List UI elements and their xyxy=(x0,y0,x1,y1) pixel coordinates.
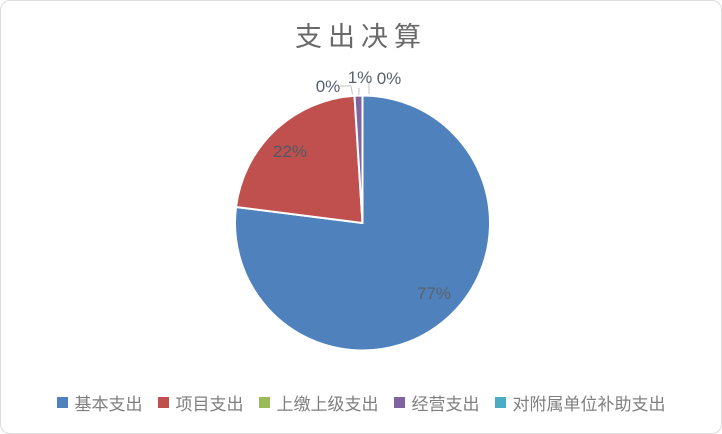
legend-item-basic[interactable]: 基本支出 xyxy=(56,390,143,415)
leader-line-upper xyxy=(340,85,353,95)
legend-item-affiliated[interactable]: 对附属单位补助支出 xyxy=(494,390,666,415)
chart-legend: 基本支出 项目支出 上缴上级支出 经营支出 对附属单位补助支出 xyxy=(1,390,721,415)
pie-slice-3[interactable] xyxy=(353,94,364,224)
pie-slice-0[interactable] xyxy=(234,94,491,352)
pie-label-upper: 0% xyxy=(315,77,341,96)
legend-label-affiliated: 对附属单位补助支出 xyxy=(512,395,666,414)
legend-label-operating: 经营支出 xyxy=(411,395,480,414)
legend-swatch-operating xyxy=(393,397,405,408)
pie-slice-1[interactable] xyxy=(235,94,364,224)
pie-label-basic: 77% xyxy=(416,284,452,303)
legend-item-upper[interactable]: 上缴上级支出 xyxy=(258,390,379,415)
legend-label-upper: 上缴上级支出 xyxy=(276,395,379,414)
pie-label-affiliated: 0% xyxy=(376,69,402,88)
legend-item-operating[interactable]: 经营支出 xyxy=(393,390,480,415)
legend-swatch-basic xyxy=(56,397,68,408)
legend-label-basic: 基本支出 xyxy=(74,395,143,414)
legend-swatch-affiliated xyxy=(494,397,506,408)
legend-label-project: 项目支出 xyxy=(175,395,244,414)
pie-label-project: 22% xyxy=(272,142,308,161)
leader-lines xyxy=(340,81,370,96)
chart-title: 支出决算 xyxy=(295,22,427,52)
legend-swatch-project xyxy=(157,397,169,408)
pie-label-operating: 1% xyxy=(347,68,373,87)
legend-item-project[interactable]: 项目支出 xyxy=(157,390,244,415)
legend-swatch-upper xyxy=(258,397,270,408)
